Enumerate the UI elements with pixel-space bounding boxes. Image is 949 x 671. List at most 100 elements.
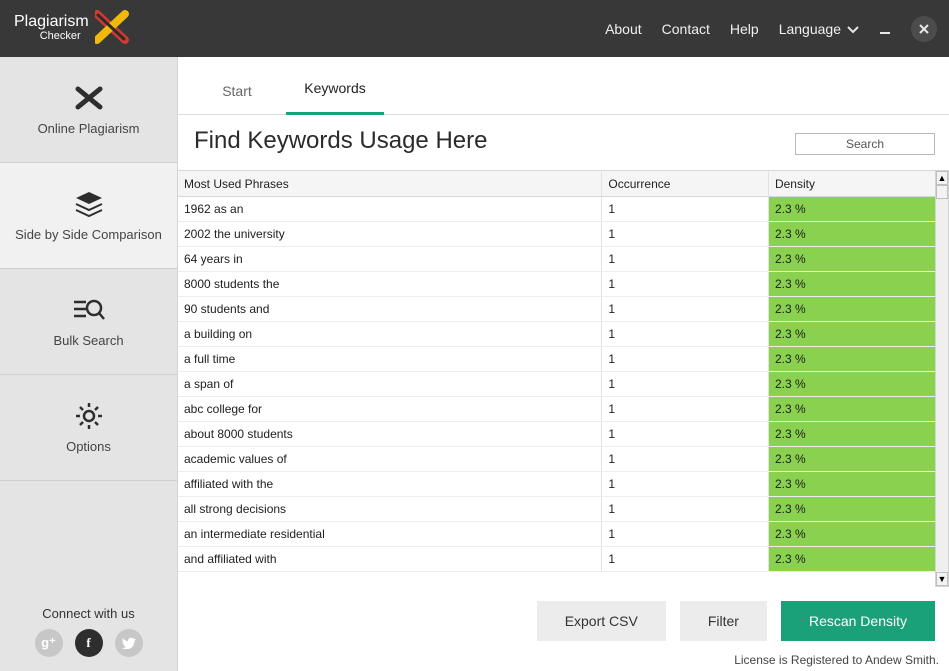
table-row[interactable]: 90 students and12.3 %: [178, 297, 935, 322]
export-csv-button[interactable]: Export CSV: [537, 601, 666, 641]
menu-contact[interactable]: Contact: [662, 21, 710, 37]
cell-occurrence: 1: [602, 247, 769, 272]
app-logo: Plagiarism Checker: [14, 10, 131, 47]
cell-density: 2.3 %: [768, 222, 935, 247]
table-scrollbar[interactable]: ▲ ▼: [935, 170, 949, 587]
cell-occurrence: 1: [602, 447, 769, 472]
col-density[interactable]: Density: [768, 171, 935, 197]
menu-help[interactable]: Help: [730, 21, 759, 37]
cell-phrase: a building on: [178, 322, 602, 347]
menu-about[interactable]: About: [605, 21, 642, 37]
table-row[interactable]: academic values of12.3 %: [178, 447, 935, 472]
menu-language-label: Language: [779, 21, 841, 37]
rescan-density-button[interactable]: Rescan Density: [781, 601, 935, 641]
sidebar-item-online-plagiarism[interactable]: Online Plagiarism: [0, 57, 177, 163]
tab-start[interactable]: Start: [188, 83, 286, 115]
minimize-button[interactable]: [873, 17, 897, 41]
keywords-table: Most Used Phrases Occurrence Density 196…: [178, 170, 935, 572]
sidebar-item-side-by-side[interactable]: Side by Side Comparison: [0, 163, 177, 269]
logo-text: Plagiarism Checker: [14, 14, 89, 42]
cell-phrase: 2002 the university: [178, 222, 602, 247]
top-menu: About Contact Help Language: [605, 21, 859, 37]
scroll-down-icon[interactable]: ▼: [936, 572, 948, 586]
cell-occurrence: 1: [602, 397, 769, 422]
table-row[interactable]: a building on12.3 %: [178, 322, 935, 347]
chevron-down-icon: [847, 21, 859, 37]
cell-phrase: 64 years in: [178, 247, 602, 272]
cell-phrase: 90 students and: [178, 297, 602, 322]
cell-density: 2.3 %: [768, 447, 935, 472]
cell-phrase: 8000 students the: [178, 272, 602, 297]
table-row[interactable]: and affiliated with12.3 %: [178, 547, 935, 572]
main-panel: Start Keywords Find Keywords Usage Here …: [177, 57, 949, 671]
table-row[interactable]: abc college for12.3 %: [178, 397, 935, 422]
cell-occurrence: 1: [602, 472, 769, 497]
cell-density: 2.3 %: [768, 497, 935, 522]
cell-density: 2.3 %: [768, 297, 935, 322]
cell-phrase: affiliated with the: [178, 472, 602, 497]
tab-keywords[interactable]: Keywords: [286, 80, 384, 115]
cell-density: 2.3 %: [768, 372, 935, 397]
cell-occurrence: 1: [602, 522, 769, 547]
facebook-icon[interactable]: f: [75, 629, 103, 657]
table-row[interactable]: affiliated with the12.3 %: [178, 472, 935, 497]
table-row[interactable]: all strong decisions12.3 %: [178, 497, 935, 522]
cell-density: 2.3 %: [768, 547, 935, 572]
sidebar-item-label: Bulk Search: [53, 333, 123, 348]
table-row[interactable]: 64 years in12.3 %: [178, 247, 935, 272]
filter-button[interactable]: Filter: [680, 601, 767, 641]
cell-occurrence: 1: [602, 222, 769, 247]
layers-icon: [74, 189, 104, 219]
table-row[interactable]: a span of12.3 %: [178, 372, 935, 397]
cell-density: 2.3 %: [768, 422, 935, 447]
logo-x-icon: [95, 10, 131, 47]
cell-occurrence: 1: [602, 322, 769, 347]
cell-phrase: academic values of: [178, 447, 602, 472]
titlebar: Plagiarism Checker About Contact Help La…: [0, 0, 949, 57]
cell-occurrence: 1: [602, 547, 769, 572]
col-phrase[interactable]: Most Used Phrases: [178, 171, 602, 197]
sidebar-item-label: Options: [66, 439, 111, 454]
twitter-icon[interactable]: [115, 629, 143, 657]
license-text: License is Registered to Andew Smith.: [734, 653, 939, 667]
cell-density: 2.3 %: [768, 347, 935, 372]
cell-occurrence: 1: [602, 422, 769, 447]
googleplus-icon[interactable]: g⁺: [35, 629, 63, 657]
col-occurrence[interactable]: Occurrence: [602, 171, 769, 197]
cell-phrase: a span of: [178, 372, 602, 397]
cell-phrase: and affiliated with: [178, 547, 602, 572]
connect-label: Connect with us: [0, 606, 177, 621]
logo-line2: Checker: [14, 31, 89, 43]
cell-phrase: all strong decisions: [178, 497, 602, 522]
cell-occurrence: 1: [602, 347, 769, 372]
social-row: g⁺ f: [0, 629, 177, 657]
page-title: Find Keywords Usage Here: [194, 127, 487, 155]
cell-phrase: an intermediate residential: [178, 522, 602, 547]
cell-density: 2.3 %: [768, 272, 935, 297]
cell-density: 2.3 %: [768, 197, 935, 222]
scroll-thumb[interactable]: [936, 185, 948, 199]
cell-phrase: 1962 as an: [178, 197, 602, 222]
table-row[interactable]: a full time12.3 %: [178, 347, 935, 372]
search-button[interactable]: Search: [795, 133, 935, 155]
keywords-table-wrap: Most Used Phrases Occurrence Density 196…: [178, 170, 935, 587]
table-row[interactable]: 1962 as an12.3 %: [178, 197, 935, 222]
gear-icon: [75, 401, 103, 431]
table-row[interactable]: an intermediate residential12.3 %: [178, 522, 935, 547]
menu-language[interactable]: Language: [779, 21, 859, 37]
cell-occurrence: 1: [602, 497, 769, 522]
logo-line1: Plagiarism: [14, 14, 89, 31]
bulk-search-icon: [72, 295, 106, 325]
cell-phrase: a full time: [178, 347, 602, 372]
close-button[interactable]: [911, 16, 937, 42]
table-row[interactable]: 2002 the university12.3 %: [178, 222, 935, 247]
cell-occurrence: 1: [602, 372, 769, 397]
sidebar-item-options[interactable]: Options: [0, 375, 177, 481]
main-footer: Export CSV Filter Rescan Density License…: [178, 587, 949, 671]
cell-phrase: abc college for: [178, 397, 602, 422]
table-row[interactable]: about 8000 students12.3 %: [178, 422, 935, 447]
sidebar-item-bulk-search[interactable]: Bulk Search: [0, 269, 177, 375]
cell-density: 2.3 %: [768, 247, 935, 272]
scroll-up-icon[interactable]: ▲: [936, 171, 948, 185]
table-row[interactable]: 8000 students the12.3 %: [178, 272, 935, 297]
